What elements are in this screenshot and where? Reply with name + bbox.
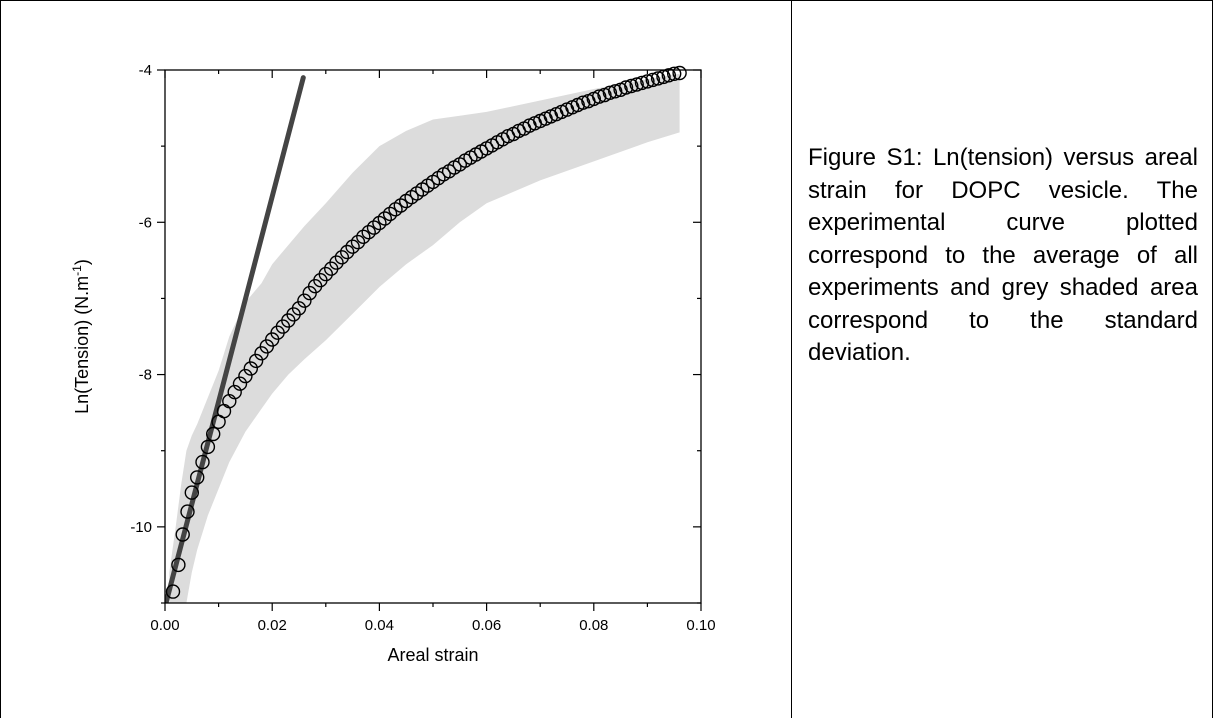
x-tick-label: 0.06	[472, 617, 501, 634]
data-point	[602, 85, 618, 101]
data-point	[184, 485, 200, 500]
data-point	[171, 557, 186, 573]
chart: 0.00 0.02 0.04 0.06 0.08 0.10 -10 -8 -6 -4 Areal …	[70, 62, 716, 665]
data-point	[377, 211, 392, 226]
data-point	[180, 504, 195, 519]
data-point	[629, 77, 644, 92]
table-border-top	[0, 0, 1213, 1]
data-point	[575, 95, 591, 110]
y-tick-label: -8	[139, 367, 152, 384]
data-point	[238, 368, 253, 384]
data-point	[592, 89, 607, 104]
data-point	[195, 454, 210, 470]
y-tick-label: -10	[130, 519, 152, 536]
x-tick-label: 0.08	[579, 617, 608, 634]
x-tick-label: 0.02	[258, 617, 287, 634]
data-point	[667, 66, 682, 82]
y-tick-label: -6	[139, 214, 152, 231]
data-point	[650, 71, 666, 86]
chart-cell: 0.00 0.02 0.04 0.06 0.08 0.10 -10 -8 -6 -4 Areal …	[8, 6, 788, 718]
data-point	[291, 301, 307, 316]
data-point	[345, 239, 360, 254]
data-point	[232, 376, 248, 391]
data-point	[618, 80, 634, 95]
data-point	[243, 361, 259, 376]
data-point	[640, 74, 655, 89]
data-point	[200, 439, 216, 455]
data-point	[340, 244, 355, 260]
data-point	[205, 426, 221, 442]
x-tick-label: 0.00	[150, 617, 179, 634]
y-tick-label: -4	[139, 62, 152, 79]
data-point	[165, 584, 181, 599]
data-point	[393, 198, 408, 213]
data-point	[248, 353, 264, 369]
data-point	[672, 65, 687, 81]
data-point	[350, 234, 366, 250]
data-point	[318, 266, 333, 282]
data-point	[645, 72, 660, 88]
table-border-middle	[791, 0, 792, 718]
data-point	[361, 224, 376, 240]
y-axis-label: Ln(Tension) (N.m-1)	[70, 259, 92, 414]
data-point	[175, 527, 190, 542]
data-point	[334, 250, 350, 265]
data-point	[189, 470, 205, 485]
data-point	[356, 229, 371, 245]
figure-caption: Figure S1: Ln(tension) versus areal stra…	[808, 144, 1198, 366]
std-dev-band	[169, 73, 680, 603]
data-point	[366, 220, 382, 235]
data-point	[227, 384, 242, 400]
data-point	[382, 206, 398, 222]
caption-cell: Figure S1: Ln(tension) versus areal stra…	[808, 142, 1198, 370]
x-tick-label: 0.04	[365, 617, 394, 634]
data-point	[372, 215, 387, 231]
data-point	[329, 255, 344, 270]
table-border-left	[0, 0, 1, 718]
x-tick-label: 0.10	[686, 617, 715, 634]
data-point	[634, 75, 650, 91]
data-point	[608, 84, 623, 99]
data-point	[661, 68, 676, 83]
data-point	[624, 78, 639, 94]
data-point	[297, 293, 312, 308]
x-axis-label: Areal strain	[387, 645, 478, 665]
